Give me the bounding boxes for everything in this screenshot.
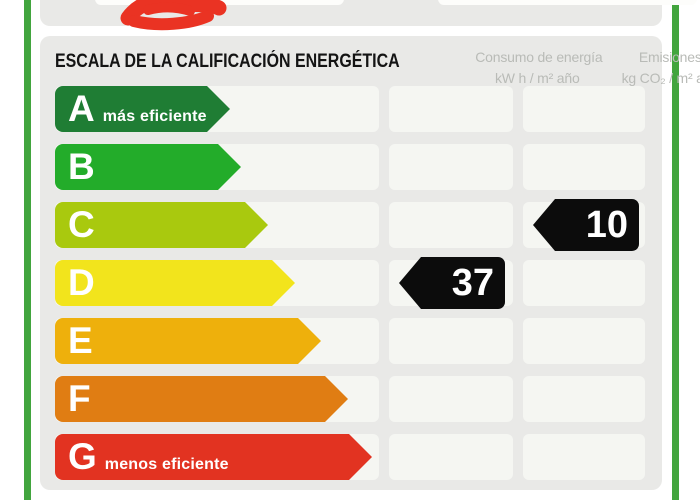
rating-arrow-e-body: E bbox=[55, 318, 298, 364]
scale-header: ESCALA DE LA CALIFICACIÓN ENERGÉTICA Con… bbox=[40, 46, 700, 89]
rating-letter-c: C bbox=[68, 204, 95, 245]
rating-row-e: E bbox=[40, 318, 662, 364]
emissions-cell-f bbox=[523, 376, 645, 422]
consumption-cell-c bbox=[389, 202, 513, 248]
rating-letter-f: F bbox=[68, 378, 91, 419]
emissions-cell-g bbox=[523, 434, 645, 480]
rating-letter-g: G bbox=[68, 436, 97, 477]
rating-arrow-e-tip bbox=[298, 318, 321, 364]
rating-arrow-f-body: F bbox=[55, 376, 325, 422]
rating-row-f: F bbox=[40, 376, 662, 422]
rating-label-g: menos eficiente bbox=[104, 456, 229, 473]
rating-letter-d: D bbox=[68, 262, 95, 303]
rating-row-c: C 10 bbox=[40, 199, 662, 251]
consumption-cell-b bbox=[389, 144, 513, 190]
scale-cell-a: A más eficiente bbox=[55, 86, 379, 132]
rating-arrow-d-tip bbox=[272, 260, 295, 306]
rating-arrow-b-tip bbox=[218, 144, 241, 190]
scale-panel: ESCALA DE LA CALIFICACIÓN ENERGÉTICA Con… bbox=[40, 36, 700, 490]
emissions-pointer-tip bbox=[533, 199, 555, 251]
rating-arrow-a: A más eficiente bbox=[55, 86, 230, 132]
rating-row-g: G menos eficiente bbox=[40, 434, 662, 480]
emissions-cell-c: 10 bbox=[523, 199, 645, 251]
consumption-pointer-tip bbox=[399, 257, 421, 309]
emissions-cell-b bbox=[523, 144, 645, 190]
rating-arrow-c-body: C bbox=[55, 202, 245, 248]
emissions-value-pointer: 10 bbox=[533, 199, 639, 251]
consumption-column-header: Consumo de energía kW h / m² año bbox=[475, 46, 603, 89]
rating-arrow-c: C bbox=[55, 202, 268, 248]
rating-arrow-c-tip bbox=[245, 202, 268, 248]
rating-arrow-e: E bbox=[55, 318, 321, 364]
rating-arrow-a-body: A más eficiente bbox=[55, 86, 207, 132]
consumption-cell-g bbox=[389, 434, 513, 480]
consumption-value-pointer: 37 bbox=[399, 257, 505, 309]
scale-cell-b: B bbox=[55, 144, 379, 190]
consumption-cell-a bbox=[389, 86, 513, 132]
region-field[interactable]: Canarias bbox=[438, 0, 697, 5]
rating-arrow-b: B bbox=[55, 144, 241, 190]
rating-arrow-b-body: B bbox=[55, 144, 218, 190]
rating-letter-e: E bbox=[68, 320, 93, 361]
consumption-column-title: Consumo de energía bbox=[475, 49, 603, 65]
rating-row-d: D 37 bbox=[40, 257, 662, 309]
consumption-cell-f bbox=[389, 376, 513, 422]
emissions-cell-d bbox=[523, 260, 645, 306]
consumption-cell-d: 37 bbox=[389, 257, 513, 309]
rating-arrow-d-body: D bbox=[55, 260, 272, 306]
scale-cell-f: F bbox=[55, 376, 379, 422]
rating-arrow-d: D bbox=[55, 260, 295, 306]
rating-arrow-f: F bbox=[55, 376, 348, 422]
scale-cell-d: D bbox=[55, 260, 379, 306]
rating-label-a: más eficiente bbox=[102, 108, 207, 125]
rating-arrow-f-tip bbox=[325, 376, 348, 422]
rating-row-b: B bbox=[40, 144, 662, 190]
rating-row-a: A más eficiente bbox=[40, 86, 662, 132]
rating-letter-b: B bbox=[68, 146, 95, 187]
certificate-border bbox=[24, 0, 679, 500]
emissions-column-header: Emisiones kg CO₂ / m² año bbox=[609, 46, 700, 89]
scale-cell-c: C bbox=[55, 202, 379, 248]
emissions-cell-e bbox=[523, 318, 645, 364]
consumption-value: 37 bbox=[451, 262, 494, 304]
region-value: Canarias bbox=[448, 0, 507, 2]
rating-arrow-a-tip bbox=[206, 86, 230, 132]
emissions-cell-a bbox=[523, 86, 645, 132]
consumption-column-unit: kW h / m² año bbox=[495, 70, 580, 86]
scale-title: ESCALA DE LA CALIFICACIÓN ENERGÉTICA bbox=[55, 51, 400, 72]
red-scribble-annotation bbox=[120, 0, 227, 31]
rating-arrow-g-tip bbox=[349, 434, 372, 480]
emissions-column-unit: kg CO₂ / m² año bbox=[621, 70, 700, 86]
region-label: C. Autónoma bbox=[349, 0, 438, 2]
rating-arrow-g: G menos eficiente bbox=[55, 434, 372, 480]
rating-arrow-g-body: G menos eficiente bbox=[55, 434, 349, 480]
rating-letter-a: A bbox=[68, 88, 95, 129]
emissions-pointer-body: 10 bbox=[555, 199, 639, 251]
emissions-value: 10 bbox=[585, 204, 628, 246]
scale-cell-e: E bbox=[55, 318, 379, 364]
consumption-pointer-body: 37 bbox=[421, 257, 505, 309]
scale-cell-g: G menos eficiente bbox=[55, 434, 379, 480]
emissions-column-title: Emisiones bbox=[638, 49, 700, 65]
consumption-cell-e bbox=[389, 318, 513, 364]
